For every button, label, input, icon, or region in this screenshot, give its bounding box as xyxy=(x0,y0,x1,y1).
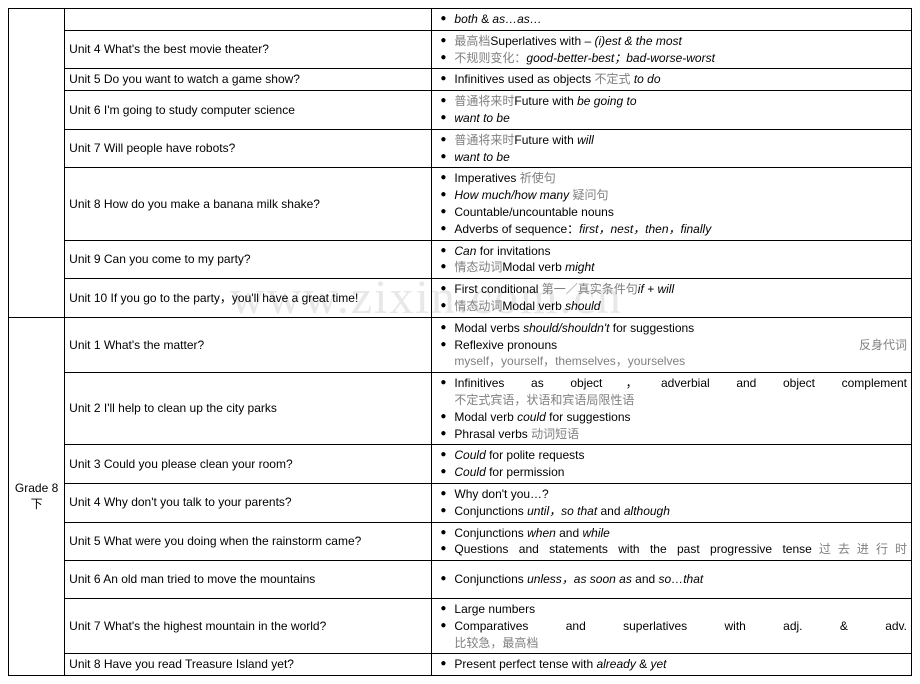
topic-bullet: Countable/uncountable nouns xyxy=(436,204,907,221)
table-row: Unit 8 How do you make a banana milk sha… xyxy=(9,168,912,240)
topic-bullet: Reflexive pronouns反身代词myself，yourself，th… xyxy=(436,337,907,371)
topic-list: Conjunctions unless，as soon as and so…th… xyxy=(436,571,907,588)
unit-cell: Unit 3 Could you please clean your room? xyxy=(65,445,432,484)
topic-bullet: Could for permission xyxy=(436,464,907,481)
topics-cell: 普通将来时Future with willwant to be xyxy=(432,129,912,168)
topic-list: Modal verbs should/shouldn't for suggest… xyxy=(436,320,907,370)
topics-cell: Could for polite requestsCould for permi… xyxy=(432,445,912,484)
topic-bullet: Could for polite requests xyxy=(436,447,907,464)
topic-list: Could for polite requestsCould for permi… xyxy=(436,447,907,481)
topic-bullet: want to be xyxy=(436,149,907,166)
topics-cell: Modal verbs should/shouldn't for suggest… xyxy=(432,317,912,372)
topic-list: Infinitives as object，adverbial and obje… xyxy=(436,375,907,442)
table-row: Unit 6 I'm going to study computer scien… xyxy=(9,91,912,130)
table-row: Grade 8下Unit 1 What's the matter?Modal v… xyxy=(9,317,912,372)
topic-bullet: Adverbs of sequence：first，nest，then，fina… xyxy=(436,221,907,238)
unit-cell: Unit 5 What were you doing when the rain… xyxy=(65,522,432,561)
topic-bullet: 情态动词Modal verb might xyxy=(436,259,907,276)
table-row: Unit 7 What's the highest mountain in th… xyxy=(9,598,912,653)
topic-bullet: Imperatives 祈使句 xyxy=(436,170,907,187)
topic-bullet: 普通将来时Future with be going to xyxy=(436,93,907,110)
table-row: Unit 10 If you go to the party，you'll ha… xyxy=(9,279,912,318)
unit-cell: Unit 7 What's the highest mountain in th… xyxy=(65,598,432,653)
topic-bullet: First conditional 第一／真实条件句if + will xyxy=(436,281,907,298)
unit-cell: Unit 10 If you go to the party，you'll ha… xyxy=(65,279,432,318)
table-row: Unit 4 Why don't you talk to your parent… xyxy=(9,483,912,522)
topic-list: First conditional 第一／真实条件句if + will情态动词M… xyxy=(436,281,907,315)
syllabus-table: both & as…as…Unit 4 What's the best movi… xyxy=(8,8,912,676)
topic-list: Conjunctions when and whileQuestions and… xyxy=(436,525,907,559)
unit-cell: Unit 5 Do you want to watch a game show? xyxy=(65,69,432,91)
topic-bullet: Conjunctions unless，as soon as and so…th… xyxy=(436,571,907,588)
unit-cell: Unit 1 What's the matter? xyxy=(65,317,432,372)
unit-cell: Unit 6 An old man tried to move the moun… xyxy=(65,561,432,599)
table-row: Unit 2 I'll help to clean up the city pa… xyxy=(9,373,912,445)
topics-cell: 最高档Superlatives with – (i)est & the most… xyxy=(432,30,912,69)
table-row: both & as…as… xyxy=(9,9,912,31)
topic-bullet: Conjunctions when and while xyxy=(436,525,907,542)
topic-bullet: How much/how many 疑问句 xyxy=(436,187,907,204)
topics-cell: both & as…as… xyxy=(432,9,912,31)
topics-cell: Can for invitations情态动词Modal verb might xyxy=(432,240,912,279)
unit-cell: Unit 7 Will people have robots? xyxy=(65,129,432,168)
topic-bullet: Large numbers xyxy=(436,601,907,618)
topics-cell: Conjunctions when and whileQuestions and… xyxy=(432,522,912,561)
topic-list: Why don't you…?Conjunctions until，so tha… xyxy=(436,486,907,520)
topics-cell: First conditional 第一／真实条件句if + will情态动词M… xyxy=(432,279,912,318)
unit-cell: Unit 4 Why don't you talk to your parent… xyxy=(65,483,432,522)
topic-bullet: Infinitives used as objects 不定式 to do xyxy=(436,71,907,88)
unit-cell: Unit 9 Can you come to my party? xyxy=(65,240,432,279)
topic-bullet: Infinitives as object，adverbial and obje… xyxy=(436,375,907,409)
topic-list: Present perfect tense with already & yet xyxy=(436,656,907,673)
table-row: Unit 4 What's the best movie theater?最高档… xyxy=(9,30,912,69)
topic-bullet: 不规则变化：good-better-best；bad-worse-worst xyxy=(436,50,907,67)
topic-bullet: Why don't you…? xyxy=(436,486,907,503)
topic-bullet: Can for invitations xyxy=(436,243,907,260)
topic-bullet: Modal verb could for suggestions xyxy=(436,409,907,426)
topic-list: both & as…as… xyxy=(436,11,907,28)
table-row: Unit 9 Can you come to my party?Can for … xyxy=(9,240,912,279)
grade-cell: Grade 8下 xyxy=(9,317,65,675)
topics-cell: Infinitives used as objects 不定式 to do xyxy=(432,69,912,91)
topic-list: Imperatives 祈使句How much/how many 疑问句Coun… xyxy=(436,170,907,237)
topic-list: 普通将来时Future with willwant to be xyxy=(436,132,907,166)
topic-bullet: Comparatives and superlatives with adj. … xyxy=(436,618,907,652)
unit-cell: Unit 8 How do you make a banana milk sha… xyxy=(65,168,432,240)
topics-cell: Why don't you…?Conjunctions until，so tha… xyxy=(432,483,912,522)
topics-cell: Present perfect tense with already & yet xyxy=(432,654,912,676)
grade-cell xyxy=(9,9,65,318)
topics-cell: Infinitives as object，adverbial and obje… xyxy=(432,373,912,445)
topic-bullet: both & as…as… xyxy=(436,11,907,28)
unit-cell: Unit 4 What's the best movie theater? xyxy=(65,30,432,69)
unit-cell: Unit 2 I'll help to clean up the city pa… xyxy=(65,373,432,445)
table-row: Unit 8 Have you read Treasure Island yet… xyxy=(9,654,912,676)
table-row: Unit 7 Will people have robots?普通将来时Futu… xyxy=(9,129,912,168)
topics-cell: Large numbersComparatives and superlativ… xyxy=(432,598,912,653)
topic-bullet: 普通将来时Future with will xyxy=(436,132,907,149)
topic-bullet: Present perfect tense with already & yet xyxy=(436,656,907,673)
topic-bullet: 最高档Superlatives with – (i)est & the most xyxy=(436,33,907,50)
topics-cell: 普通将来时Future with be going towant to be xyxy=(432,91,912,130)
topic-list: Large numbersComparatives and superlativ… xyxy=(436,601,907,651)
topic-list: 最高档Superlatives with – (i)est & the most… xyxy=(436,33,907,67)
topic-bullet: Questions and statements with the past p… xyxy=(436,541,907,558)
topics-cell: Imperatives 祈使句How much/how many 疑问句Coun… xyxy=(432,168,912,240)
content-wrapper: both & as…as…Unit 4 What's the best movi… xyxy=(8,8,912,676)
table-row: Unit 5 Do you want to watch a game show?… xyxy=(9,69,912,91)
topic-bullet: Phrasal verbs 动词短语 xyxy=(436,426,907,443)
unit-cell: Unit 6 I'm going to study computer scien… xyxy=(65,91,432,130)
topics-cell: Conjunctions unless，as soon as and so…th… xyxy=(432,561,912,599)
topic-bullet: Conjunctions until，so that and although xyxy=(436,503,907,520)
unit-cell: Unit 8 Have you read Treasure Island yet… xyxy=(65,654,432,676)
table-row: Unit 5 What were you doing when the rain… xyxy=(9,522,912,561)
topic-list: 普通将来时Future with be going towant to be xyxy=(436,93,907,127)
topic-bullet: Modal verbs should/shouldn't for suggest… xyxy=(436,320,907,337)
table-row: Unit 3 Could you please clean your room?… xyxy=(9,445,912,484)
topic-bullet: want to be xyxy=(436,110,907,127)
table-row: Unit 6 An old man tried to move the moun… xyxy=(9,561,912,599)
topic-bullet: 情态动词Modal verb should xyxy=(436,298,907,315)
topic-list: Can for invitations情态动词Modal verb might xyxy=(436,243,907,277)
unit-cell xyxy=(65,9,432,31)
topic-list: Infinitives used as objects 不定式 to do xyxy=(436,71,907,88)
